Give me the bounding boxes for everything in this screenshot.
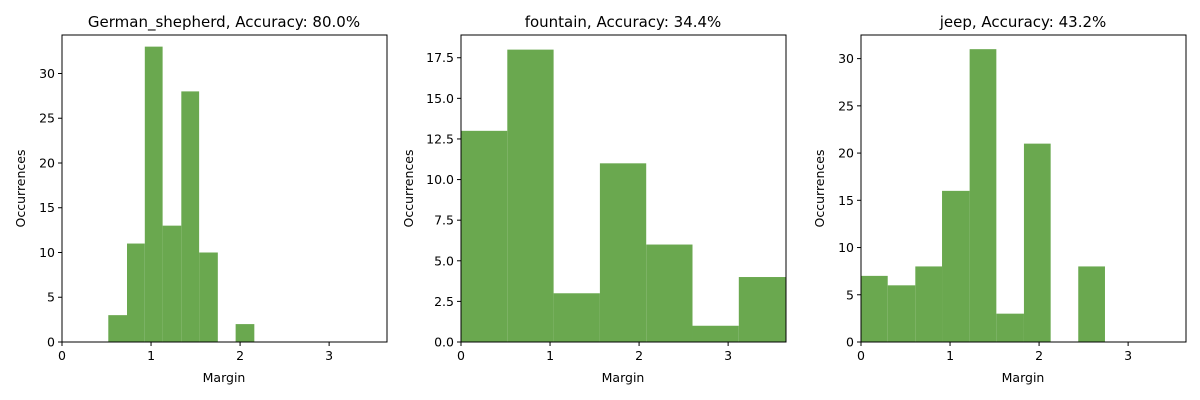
x-axis-label: Margin: [203, 370, 246, 385]
x-tick-label: 2: [236, 348, 244, 363]
y-tick-label: 0: [47, 335, 55, 350]
histogram-bar: [162, 225, 182, 342]
x-tick-label: 1: [546, 348, 554, 363]
x-tick-label: 0: [857, 348, 865, 363]
histogram-bar: [127, 243, 145, 342]
chart-title: jeep, Accuracy: 43.2%: [939, 13, 1107, 31]
histogram-bar: [461, 130, 508, 342]
y-tick-label: 15: [838, 193, 854, 208]
y-tick-label: 5.0: [434, 253, 454, 268]
y-tick-label: 30: [39, 66, 55, 81]
y-tick-label: 30: [838, 51, 854, 66]
y-tick-label: 5: [47, 290, 55, 305]
y-tick-label: 5: [846, 287, 854, 302]
y-tick-label: 25: [39, 111, 55, 126]
x-tick-label: 0: [58, 348, 66, 363]
y-tick-label: 12.5: [426, 131, 454, 146]
y-tick-label: 15: [39, 200, 55, 215]
x-axis-label: Margin: [1002, 370, 1045, 385]
histogram-bar: [144, 46, 163, 343]
histogram-bar: [108, 315, 127, 342]
chart-title: German_shepherd, Accuracy: 80.0%: [88, 13, 360, 32]
x-axis-label: Margin: [602, 370, 645, 385]
y-tick-label: 0.0: [434, 335, 454, 350]
histogram-bar: [942, 190, 970, 342]
y-tick-label: 7.5: [434, 213, 454, 228]
x-tick-label: 1: [147, 348, 155, 363]
plot-frame: [61, 34, 388, 343]
histogram-bar: [181, 91, 200, 342]
x-tick-label: 2: [635, 348, 643, 363]
y-tick-label: 0: [846, 335, 854, 350]
histogram-bar: [507, 49, 554, 342]
x-tick-label: 3: [1124, 348, 1132, 363]
bars-group: [108, 46, 255, 343]
y-tick-label: 20: [39, 155, 55, 170]
y-tick-label: 20: [838, 146, 854, 161]
x-tick-label: 3: [724, 348, 732, 363]
bars-group: [461, 49, 786, 342]
histogram-bar: [553, 293, 600, 342]
y-axis-label: Occurrences: [13, 150, 28, 228]
y-tick-label: 10: [838, 240, 854, 255]
histogram-bar: [915, 266, 943, 342]
y-tick-label: 25: [838, 98, 854, 113]
chart-title: fountain, Accuracy: 34.4%: [525, 13, 722, 31]
x-tick-label: 1: [946, 348, 954, 363]
y-tick-label: 2.5: [434, 294, 454, 309]
y-axis-label: Occurrences: [812, 150, 827, 228]
histogram-bar: [692, 325, 739, 342]
x-tick-label: 2: [1035, 348, 1043, 363]
histogram-bar: [1078, 266, 1105, 342]
y-tick-label: 15.0: [426, 91, 454, 106]
plot-frame: [460, 34, 787, 343]
histogram-bar: [861, 275, 888, 342]
histogram-bar: [738, 277, 786, 342]
histogram-bar: [599, 163, 647, 342]
histogram-bar: [235, 324, 255, 342]
x-tick-label: 3: [325, 348, 333, 363]
y-tick-label: 10: [39, 245, 55, 260]
histogram-bar: [887, 285, 916, 342]
histogram-bar: [1023, 143, 1051, 342]
x-tick-label: 0: [457, 348, 465, 363]
histogram-bar: [996, 313, 1024, 342]
bars-group: [861, 49, 1105, 343]
y-axis-label: Occurrences: [401, 150, 416, 228]
panel-german-shepherd: German_shepherd, Accuracy: 80.0% 0 1 2 3051…: [13, 13, 388, 385]
histogram-bar: [646, 244, 693, 342]
histogram-bar: [969, 49, 997, 343]
panel-fountain: fountain, Accuracy: 34.4% 0 1 2 3 0.0 2.5 5.0 7…: [401, 13, 787, 385]
plot-frame: [860, 34, 1187, 343]
y-tick-label: 10.0: [426, 172, 454, 187]
y-tick-label: 17.5: [426, 50, 454, 65]
ticks-group: 0 1 2 3 0.0 2.5 5.0 7.5 10.0 12.5 15.0 17.5: [426, 50, 732, 363]
histogram-bar: [199, 252, 218, 342]
